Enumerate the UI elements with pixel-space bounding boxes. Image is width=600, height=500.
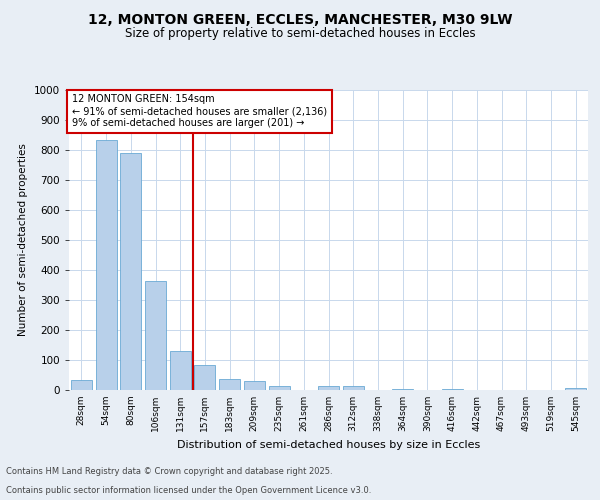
Text: Contains HM Land Registry data © Crown copyright and database right 2025.: Contains HM Land Registry data © Crown c… [6,467,332,476]
Text: 12 MONTON GREEN: 154sqm
← 91% of semi-detached houses are smaller (2,136)
9% of : 12 MONTON GREEN: 154sqm ← 91% of semi-de… [71,94,327,128]
Bar [71,380,92,390]
Text: 12, MONTON GREEN, ECCLES, MANCHESTER, M30 9LW: 12, MONTON GREEN, ECCLES, MANCHESTER, M3… [88,12,512,26]
Bar [170,351,191,390]
Text: Contains public sector information licensed under the Open Government Licence v3: Contains public sector information licen… [6,486,371,495]
Bar [194,366,215,390]
Bar [442,388,463,390]
Bar [269,386,290,390]
Bar [219,379,240,390]
Bar [343,386,364,390]
Bar [392,388,413,390]
X-axis label: Distribution of semi-detached houses by size in Eccles: Distribution of semi-detached houses by … [177,440,480,450]
Bar [120,153,141,390]
Text: Size of property relative to semi-detached houses in Eccles: Size of property relative to semi-detach… [125,28,475,40]
Bar [565,388,586,390]
Bar [95,140,116,390]
Y-axis label: Number of semi-detached properties: Number of semi-detached properties [18,144,28,336]
Bar [145,280,166,390]
Bar [318,386,339,390]
Bar [244,380,265,390]
